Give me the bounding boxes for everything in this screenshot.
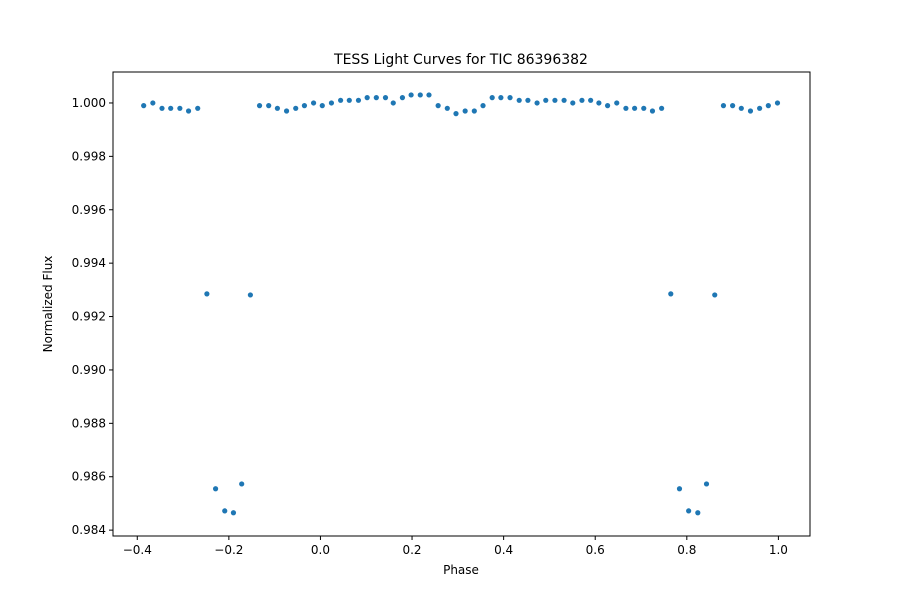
point xyxy=(738,105,744,111)
point xyxy=(604,103,611,109)
x-tick-label: −0.4 xyxy=(123,543,152,557)
x-tick-label: −0.2 xyxy=(214,543,243,557)
point xyxy=(507,95,513,101)
point xyxy=(686,508,692,514)
y-axis-label: Normalized Flux xyxy=(41,256,55,353)
point xyxy=(239,481,245,487)
point xyxy=(480,103,486,109)
y-tick-label: 0.986 xyxy=(72,470,106,484)
point xyxy=(712,292,718,298)
point xyxy=(516,97,522,103)
point xyxy=(390,100,396,106)
point xyxy=(283,108,290,114)
point xyxy=(150,100,156,106)
point xyxy=(765,103,771,109)
point xyxy=(328,100,335,106)
point xyxy=(346,97,352,103)
y-tick-label: 1.000 xyxy=(72,96,106,110)
point xyxy=(159,105,165,111)
point xyxy=(623,105,629,111)
point xyxy=(204,291,210,297)
point xyxy=(703,481,710,487)
point xyxy=(632,105,638,111)
point xyxy=(247,292,253,298)
x-tick-label: 1.0 xyxy=(769,543,788,557)
point xyxy=(426,92,432,98)
point xyxy=(498,95,504,101)
point xyxy=(730,103,736,109)
y-tick-label: 0.998 xyxy=(72,149,106,163)
point xyxy=(444,105,450,111)
point xyxy=(141,103,147,109)
point xyxy=(614,100,620,106)
point xyxy=(364,95,370,101)
point xyxy=(301,103,308,109)
plot-frame xyxy=(112,71,811,537)
point xyxy=(453,111,459,117)
point xyxy=(212,486,219,492)
point xyxy=(222,508,228,514)
point xyxy=(293,105,299,111)
point xyxy=(570,100,576,106)
y-tick-label: 0.988 xyxy=(72,416,106,430)
point xyxy=(489,95,495,101)
point xyxy=(266,103,272,109)
point xyxy=(177,105,183,111)
point xyxy=(649,108,656,114)
point xyxy=(417,92,423,98)
point xyxy=(695,510,701,516)
x-tick-label: 0.0 xyxy=(311,543,330,557)
point xyxy=(256,103,263,109)
point xyxy=(435,103,441,109)
point xyxy=(579,97,585,103)
point xyxy=(757,105,763,111)
point xyxy=(399,95,406,101)
point xyxy=(471,108,477,114)
point xyxy=(230,510,237,516)
point xyxy=(668,291,674,297)
point xyxy=(561,97,567,103)
point xyxy=(676,486,683,492)
point xyxy=(534,100,540,106)
point xyxy=(462,108,468,114)
point xyxy=(274,105,281,111)
point xyxy=(310,100,317,106)
x-tick-label: 0.2 xyxy=(402,543,421,557)
point xyxy=(185,108,192,114)
point xyxy=(588,97,594,103)
point xyxy=(659,105,665,111)
point xyxy=(774,100,781,106)
point xyxy=(525,97,531,103)
point xyxy=(747,108,754,114)
point xyxy=(373,95,379,101)
x-tick-label: 0.8 xyxy=(677,543,696,557)
point xyxy=(338,97,344,103)
point xyxy=(596,100,602,106)
y-tick-label: 0.992 xyxy=(72,310,106,324)
point xyxy=(543,97,549,103)
point xyxy=(552,97,558,103)
point xyxy=(168,105,174,111)
y-tick-label: 0.994 xyxy=(72,256,106,270)
point xyxy=(641,105,647,111)
x-axis-label: Phase xyxy=(443,563,479,577)
point xyxy=(408,92,414,98)
point xyxy=(382,95,389,101)
point xyxy=(355,97,362,103)
y-tick-label: 0.984 xyxy=(72,523,106,537)
point xyxy=(720,103,727,109)
point xyxy=(195,105,201,111)
y-tick-label: 0.990 xyxy=(72,363,106,377)
chart-title: TESS Light Curves for TIC 86396382 xyxy=(333,52,588,68)
x-tick-label: 0.4 xyxy=(494,543,513,557)
x-tick-label: 0.6 xyxy=(586,543,605,557)
point xyxy=(319,103,325,109)
y-tick-label: 0.996 xyxy=(72,203,106,217)
